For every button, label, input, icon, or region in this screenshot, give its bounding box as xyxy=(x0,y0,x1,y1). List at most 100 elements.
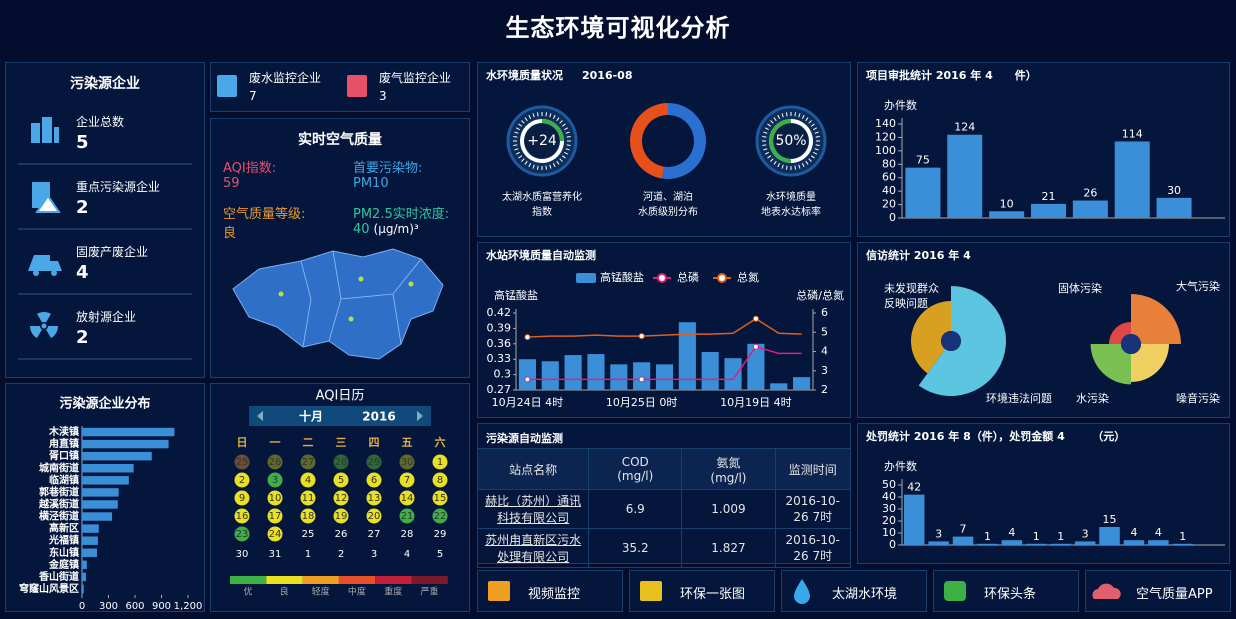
day-circle xyxy=(432,454,448,470)
legend-label: 总氮 xyxy=(737,270,759,284)
header-cell: 站点名称 xyxy=(476,448,590,490)
legend-swatch xyxy=(230,576,267,584)
data-label: 3 xyxy=(1082,527,1089,540)
air-value-row: 良 xyxy=(223,222,236,241)
header-cell: COD (mg/l) xyxy=(588,448,683,490)
y-tick-label: 100 xyxy=(875,144,896,157)
table-cell: 1.009 xyxy=(681,489,776,529)
day-circle xyxy=(399,490,415,506)
gauge-tick xyxy=(770,120,774,124)
day: 6 xyxy=(371,475,377,486)
y-tick-label: 高新区 xyxy=(49,522,79,535)
gauge-tick xyxy=(798,164,801,169)
slice-label: 噪音污染 xyxy=(1176,392,1220,405)
y-tick-label: 0.42 xyxy=(487,306,512,319)
gauge-tick xyxy=(808,120,812,124)
gauge-label: 地表水达标率 xyxy=(761,205,821,218)
calendar: AQI日历十月 2016日一二三四五六25 26 27 28 29 30 12 3 4 5 6 7 89 1… xyxy=(230,389,448,598)
day-circle xyxy=(333,508,349,524)
icon-part xyxy=(46,326,58,339)
gauge-tick xyxy=(532,164,535,169)
table-cell: 苏州甪直新区污水处理有限公司 xyxy=(476,528,590,568)
table-cell: 1.827 xyxy=(681,528,776,568)
next-arrow[interactable] xyxy=(417,411,423,421)
icon-part xyxy=(28,255,62,271)
weekday: 一 xyxy=(270,436,281,449)
icon-part xyxy=(42,117,52,143)
monitor-panel: 废水监控企业 7 废气监控企业 3 xyxy=(210,62,470,112)
day: 15 xyxy=(434,493,447,504)
gauge-tick xyxy=(565,148,570,151)
gauge-tick xyxy=(536,165,539,170)
bar xyxy=(82,584,84,594)
air-value: 59 xyxy=(223,176,240,191)
gauge-tick xyxy=(763,131,768,134)
data-label: 21 xyxy=(1042,190,1056,203)
gauge-tick xyxy=(524,160,528,165)
point xyxy=(524,334,531,341)
day: 25 xyxy=(302,529,315,540)
chart-title: 项目审批统计 2016 年 4 件） xyxy=(866,68,1037,82)
day-circle xyxy=(234,508,250,524)
bar xyxy=(1026,543,1047,545)
item-label: 重点污染源企业 xyxy=(76,180,161,194)
data-label: 1 xyxy=(984,530,991,543)
day: 13 xyxy=(368,493,381,504)
rose-center xyxy=(941,331,961,351)
calendar-year: 2016 xyxy=(362,410,395,424)
bar xyxy=(701,352,719,390)
y2-tick-label: 6 xyxy=(821,306,828,319)
gauge-center xyxy=(774,124,808,158)
legend-label: 优 xyxy=(243,586,252,598)
day-circle xyxy=(366,508,382,524)
link-button[interactable]: 视频监控 xyxy=(477,570,623,612)
bar xyxy=(793,377,811,390)
gauge-tick xyxy=(810,155,815,159)
day-circle xyxy=(366,490,382,506)
gauge-tick xyxy=(770,158,774,162)
link-button[interactable]: 环保一张图 xyxy=(629,570,775,612)
y2-tick-label: 4 xyxy=(821,345,828,358)
icon xyxy=(794,579,810,604)
bar xyxy=(1172,543,1194,545)
bar xyxy=(724,358,742,390)
day-circle xyxy=(234,490,250,506)
legend-swatch xyxy=(411,576,448,584)
gauge-label: 河道、湖泊 xyxy=(643,190,693,203)
weekday: 六 xyxy=(435,435,446,449)
chart: 污染源企业分布 0 300 600 900 1,200 木渎镇甪直镇胥口镇城南街道临湖镇郭巷… xyxy=(19,396,202,612)
gauge-tick xyxy=(767,123,772,127)
y-tick-label: 30 xyxy=(882,502,896,515)
monitor-label: 废水监控企业 xyxy=(249,71,322,85)
link-button[interactable]: 空气质量APP xyxy=(1085,570,1231,612)
data-label: 75 xyxy=(916,154,930,167)
item-label: 企业总数 xyxy=(76,115,125,129)
gauge-value: +24 xyxy=(527,133,557,149)
day-circle xyxy=(267,490,283,506)
gauge-tick xyxy=(564,151,569,155)
legend-swatch xyxy=(576,273,596,283)
y-tick-label: 0.27 xyxy=(487,383,512,396)
gauge-tick xyxy=(528,163,532,168)
gauge-tick xyxy=(810,123,815,127)
day: 27 xyxy=(302,457,315,468)
y-tick-label: 40 xyxy=(882,490,896,503)
rose-slice xyxy=(911,301,951,374)
gauge-tick xyxy=(794,112,797,117)
link-button[interactable]: 环保头条 xyxy=(933,570,1079,612)
day-circle xyxy=(333,472,349,488)
table-row: 赫比（苏州）通讯科技有限公司 6.9 1.009 2016-10-26 7时 xyxy=(476,489,852,529)
legend-swatch xyxy=(657,273,667,283)
day: 11 xyxy=(302,493,315,504)
point xyxy=(524,376,531,383)
link-button[interactable]: 太湖水环境 xyxy=(781,570,927,612)
day: 14 xyxy=(401,493,414,504)
y-tick-label: 0.33 xyxy=(487,352,512,365)
data-label: 42 xyxy=(907,481,921,494)
icon-part xyxy=(33,270,39,276)
gauge-tick xyxy=(798,113,801,118)
prev-arrow[interactable] xyxy=(257,411,263,421)
map-dot xyxy=(408,281,414,287)
data-label: 30 xyxy=(1167,184,1181,197)
icon xyxy=(1092,583,1121,599)
